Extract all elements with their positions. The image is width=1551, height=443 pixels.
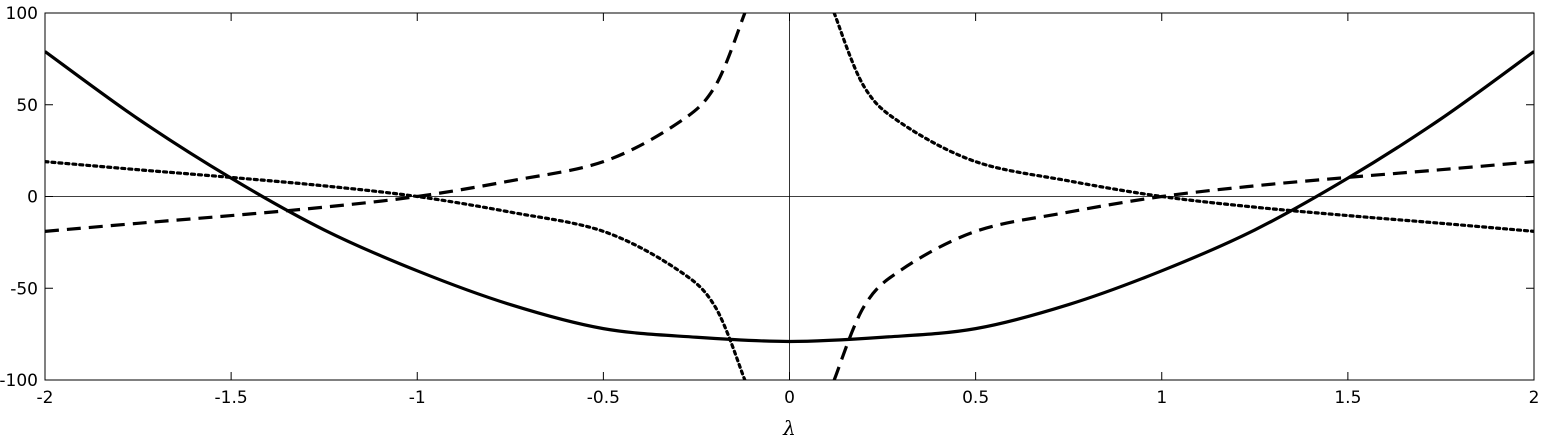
y-tick-label: -100 [0,371,38,391]
axis-ticks [44,12,1535,381]
y-tick-label: 0 [27,188,38,208]
series-dotted-line-1 [45,160,747,380]
series-dashed-line-2 [832,160,1534,380]
x-axis-label: λ [782,416,796,440]
x-tick-label: 1.5 [1334,388,1361,408]
y-tick-label: 100 [6,4,38,24]
y-tick-labels: -100 -50 0 50 100 [0,4,38,391]
x-tick-label: 0 [784,388,795,408]
series-solid-line-1 [45,50,1534,344]
x-tick-label: 1 [1156,388,1167,408]
series-dotted-line-2 [832,13,1534,233]
x-tick-label: -0.5 [587,388,620,408]
x-tick-label: 2 [1529,388,1540,408]
series-layer [45,13,1534,380]
x-tick-labels: -2 -1.5 -1 -0.5 0 0.5 1 1.5 2 [37,388,1540,408]
y-tick-label: 50 [16,96,38,116]
x-tick-label: -1 [409,388,426,408]
x-tick-label: -2 [37,388,54,408]
x-tick-label: -1.5 [215,388,248,408]
reference-lines [45,13,1534,380]
y-tick-label: -50 [10,279,38,299]
series-dashed-line-1 [45,13,747,233]
x-tick-label: 0.5 [962,388,989,408]
